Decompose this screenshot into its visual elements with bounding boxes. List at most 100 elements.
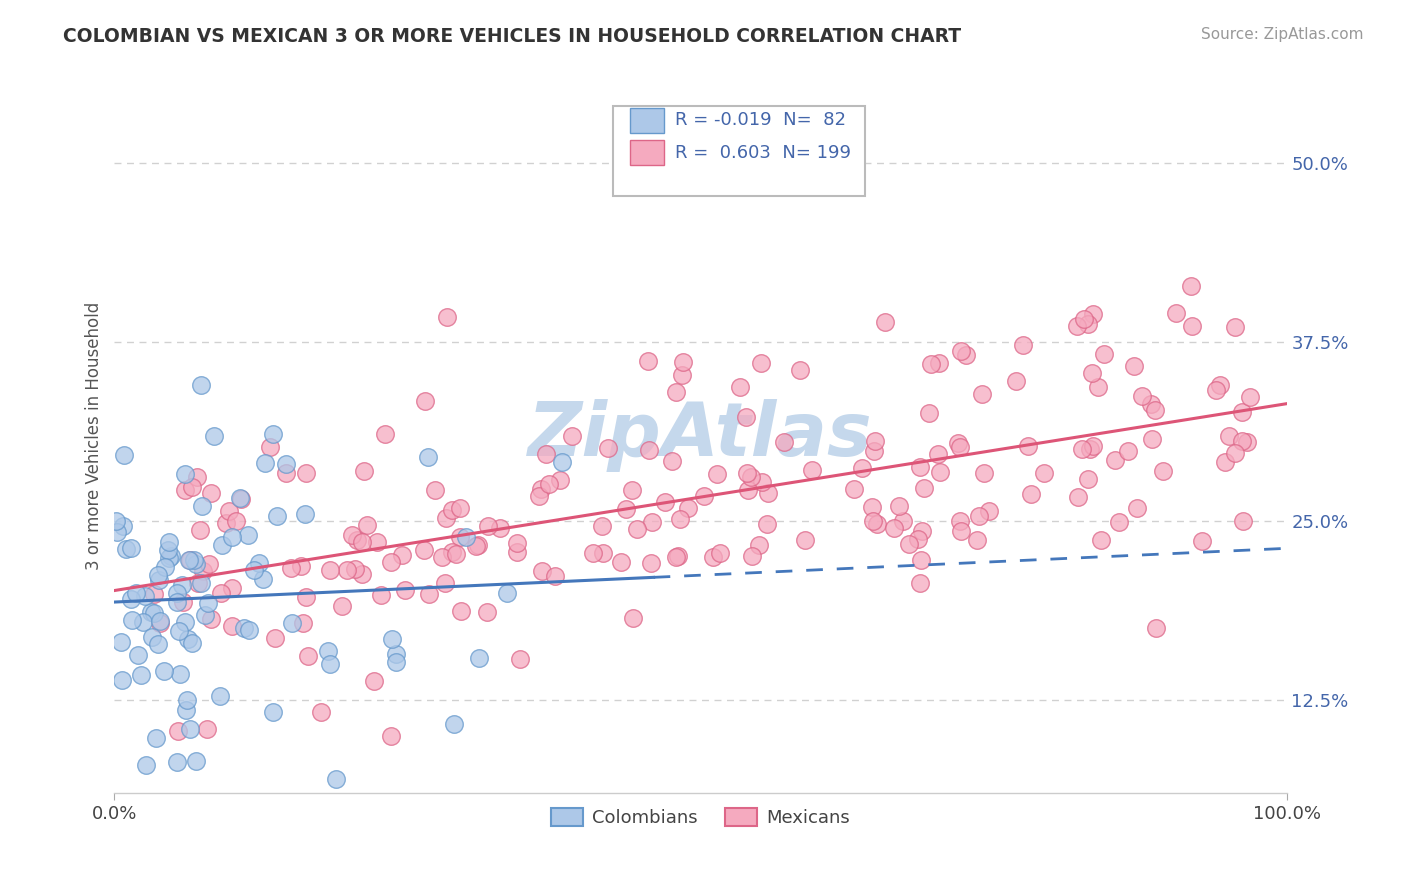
Point	[356, 518, 378, 533]
Point	[1232, 434, 1254, 449]
Point	[863, 443, 886, 458]
Point	[1164, 306, 1187, 320]
Point	[621, 610, 644, 624]
Point	[1180, 278, 1202, 293]
Point	[709, 546, 731, 560]
Point	[281, 616, 304, 631]
Point	[1140, 397, 1163, 411]
Point	[167, 723, 190, 738]
Point	[949, 440, 972, 454]
Point	[920, 357, 942, 371]
Point	[430, 549, 453, 564]
Point	[671, 368, 693, 382]
Point	[166, 586, 188, 600]
Y-axis label: 3 or more Vehicles in Household: 3 or more Vehicles in Household	[86, 301, 103, 569]
Point	[914, 481, 936, 495]
Point	[124, 586, 146, 600]
Point	[531, 564, 554, 578]
Point	[946, 436, 969, 450]
Point	[692, 489, 714, 503]
Point	[860, 500, 883, 515]
Point	[139, 606, 162, 620]
Point	[592, 545, 614, 559]
Point	[353, 464, 375, 478]
Point	[190, 499, 212, 513]
Point	[1066, 319, 1088, 334]
Point	[537, 477, 560, 491]
Point	[730, 379, 752, 393]
Text: R =  0.603  N= 199: R = 0.603 N= 199	[675, 144, 851, 161]
Point	[1191, 533, 1213, 548]
Point	[418, 450, 440, 464]
Point	[181, 636, 204, 650]
Point	[238, 623, 260, 637]
Point	[465, 539, 488, 553]
Point	[152, 665, 174, 679]
Point	[112, 448, 135, 462]
Point	[749, 356, 772, 370]
Point	[177, 632, 200, 646]
Point	[254, 456, 277, 470]
Point	[129, 667, 152, 681]
Point	[391, 548, 413, 562]
Point	[1140, 432, 1163, 446]
Point	[551, 455, 574, 469]
Point	[977, 504, 1000, 518]
Point	[530, 482, 553, 496]
Point	[190, 378, 212, 392]
Point	[1092, 347, 1115, 361]
Text: R = -0.019  N=  82: R = -0.019 N= 82	[675, 112, 846, 129]
Point	[1143, 402, 1166, 417]
Point	[290, 559, 312, 574]
Point	[186, 469, 208, 483]
Point	[550, 473, 572, 487]
Point	[236, 528, 259, 542]
Point	[166, 595, 188, 609]
Point	[506, 535, 529, 549]
Point	[252, 573, 274, 587]
Point	[496, 585, 519, 599]
Point	[184, 754, 207, 768]
Point	[756, 486, 779, 500]
Point	[907, 532, 929, 546]
Point	[266, 508, 288, 523]
Point	[127, 648, 149, 662]
Point	[259, 440, 281, 454]
Point	[440, 545, 463, 559]
Point	[737, 467, 759, 481]
Point	[591, 519, 613, 533]
Point	[111, 673, 134, 687]
Point	[169, 666, 191, 681]
Point	[384, 655, 406, 669]
Point	[174, 483, 197, 497]
Point	[176, 703, 198, 717]
Point	[910, 575, 932, 590]
Point	[1152, 463, 1174, 477]
Point	[1122, 359, 1144, 374]
Point	[887, 499, 910, 513]
Point	[666, 549, 689, 563]
Point	[449, 500, 471, 515]
Point	[755, 516, 778, 531]
Point	[741, 549, 763, 563]
Point	[1080, 366, 1102, 380]
Point	[114, 541, 136, 556]
Point	[218, 504, 240, 518]
Point	[141, 630, 163, 644]
Point	[148, 573, 170, 587]
Point	[194, 608, 217, 623]
Point	[1017, 439, 1039, 453]
Point	[131, 615, 153, 630]
Point	[143, 606, 166, 620]
Point	[773, 434, 796, 449]
Point	[626, 522, 648, 536]
Point	[221, 619, 243, 633]
Point	[157, 535, 180, 549]
Point	[187, 576, 209, 591]
Point	[665, 384, 688, 399]
Point	[638, 443, 661, 458]
Point	[1076, 472, 1098, 486]
Point	[105, 524, 128, 539]
Point	[842, 482, 865, 496]
Point	[1239, 390, 1261, 404]
